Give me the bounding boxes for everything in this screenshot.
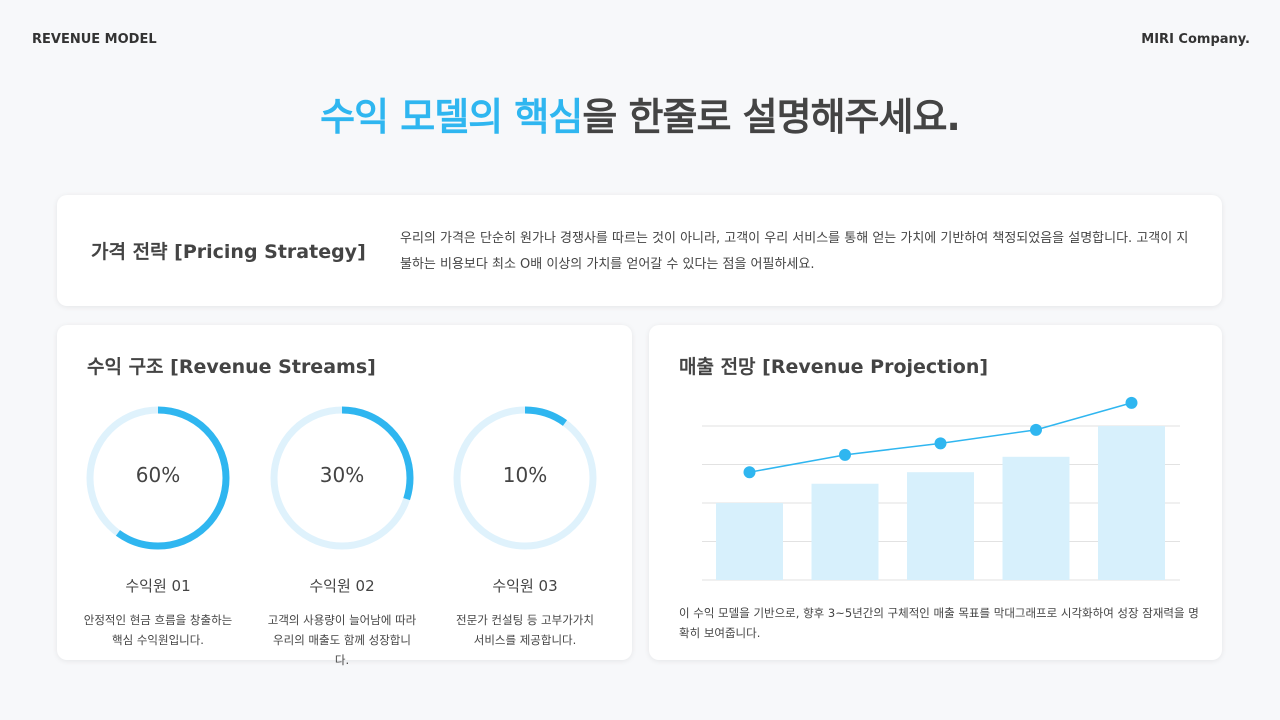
revenue-stream-2: 30% 수익원 02 고객의 사용량이 늘어남에 따라 우리의 매출도 함께 성…: [267, 403, 417, 670]
bar: [716, 503, 783, 580]
donut-percent: 30%: [319, 463, 365, 487]
trend-point: [1125, 396, 1138, 409]
header-left-label: REVENUE MODEL: [32, 32, 157, 47]
donut-percent: 60%: [135, 463, 181, 487]
title-rest: 을 한줄로 설명해주세요.: [582, 95, 960, 139]
stream-name: 수익원 03: [492, 577, 558, 595]
projection-heading: 매출 전망 [Revenue Projection]: [679, 356, 989, 378]
trend-point: [1030, 423, 1042, 436]
trend-point: [743, 466, 756, 479]
donut-percent: 10%: [502, 463, 548, 487]
stream-description: 안정적인 현금 흐름을 창출하는 핵심 수익원입니다.: [83, 613, 233, 647]
donut-chart: [453, 406, 597, 550]
projection-body: 이 수익 모델을 기반으로, 향후 3~5년간의 구체적인 매출 목표를 막대그…: [679, 606, 1199, 640]
revenue-streams-card: 수익 구조 [Revenue Streams] 60% 수익원 01 안정적인 …: [57, 325, 632, 667]
donut-fill: [270, 406, 414, 550]
donut-fill: [86, 406, 230, 550]
bar: [1002, 456, 1070, 580]
stream-name: 수익원 02: [309, 577, 375, 595]
donut-chart: [270, 406, 414, 550]
streams-heading: 수익 구조 [Revenue Streams]: [87, 356, 376, 378]
projection-chart: [702, 396, 1180, 581]
stream-description: 고객의 사용량이 늘어남에 따라 우리의 매출도 함께 성장합니다.: [267, 613, 417, 667]
revenue-stream-1: 60% 수익원 01 안정적인 현금 흐름을 창출하는 핵심 수익원입니다.: [83, 403, 233, 650]
pricing-heading: 가격 전략 [Pricing Strategy]: [91, 241, 366, 263]
bar: [811, 483, 879, 580]
company-name: MIRI Company.: [1141, 32, 1250, 47]
revenue-projection-card: 매출 전망 [Revenue Projection] 이 수익 모델을 기반으로…: [649, 325, 1222, 660]
stream-description: 전문가 컨설팅 등 고부가가치 서비스를 제공합니다.: [456, 613, 594, 647]
title-accent: 수익 모델의 핵심: [320, 95, 583, 139]
pricing-body: 우리의 가격은 단순히 원가나 경쟁사를 따르는 것이 아니라, 고객이 우리 …: [400, 231, 1189, 272]
page-title: 수익 모델의 핵심을 한줄로 설명해주세요.: [0, 86, 1280, 141]
trend-point: [934, 437, 947, 450]
pricing-card: 가격 전략 [Pricing Strategy] 우리의 가격은 단순히 원가나…: [57, 195, 1222, 306]
bar: [1098, 426, 1165, 580]
bar: [907, 472, 974, 580]
revenue-stream-3: 10% 수익원 03 전문가 컨설팅 등 고부가가치 서비스를 제공합니다.: [450, 403, 600, 650]
donut-chart: [86, 406, 230, 550]
trend-point: [839, 448, 851, 461]
stream-name: 수익원 01: [125, 577, 191, 595]
donut-fill: [453, 406, 597, 550]
